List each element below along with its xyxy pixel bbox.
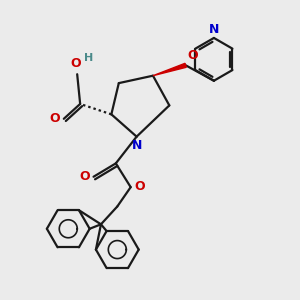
Text: O: O — [50, 112, 60, 125]
Text: H: H — [84, 53, 93, 63]
Text: O: O — [79, 170, 90, 183]
Text: O: O — [70, 57, 81, 70]
Text: N: N — [209, 22, 219, 36]
Polygon shape — [153, 63, 186, 76]
Text: N: N — [131, 139, 142, 152]
Text: O: O — [134, 180, 145, 193]
Text: O: O — [187, 49, 198, 62]
